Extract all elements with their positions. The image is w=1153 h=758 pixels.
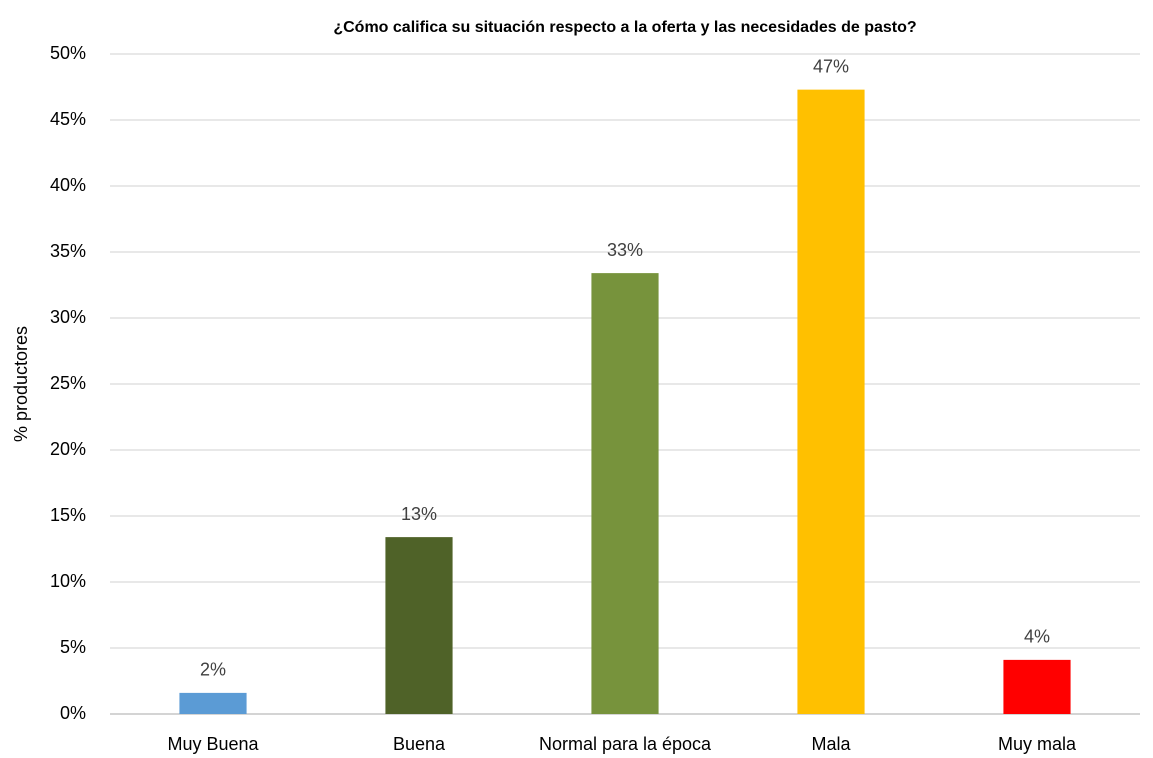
- value-label: 13%: [401, 504, 437, 524]
- bar: [385, 537, 453, 714]
- y-tick-label: 10%: [50, 571, 86, 591]
- value-label: 33%: [607, 240, 643, 260]
- x-tick-label: Mala: [811, 734, 851, 754]
- x-tick-label: Buena: [393, 734, 446, 754]
- y-tick-label: 40%: [50, 175, 86, 195]
- y-tick-label: 50%: [50, 43, 86, 63]
- y-tick-label: 20%: [50, 439, 86, 459]
- value-label: 47%: [813, 56, 849, 76]
- bar: [797, 89, 865, 714]
- y-tick-label: 45%: [50, 109, 86, 129]
- y-tick-label: 5%: [60, 637, 86, 657]
- y-tick-label: 35%: [50, 241, 86, 261]
- y-tick-label: 30%: [50, 307, 86, 327]
- y-tick-label: 15%: [50, 505, 86, 525]
- y-tick-label: 0%: [60, 703, 86, 723]
- bar: [1003, 659, 1071, 714]
- value-label: 4%: [1024, 627, 1050, 647]
- x-tick-label: Muy mala: [998, 734, 1077, 754]
- bar: [179, 692, 247, 714]
- value-label: 2%: [200, 660, 226, 680]
- chart-title: ¿Cómo califica su situación respecto a l…: [333, 19, 916, 36]
- bar: [591, 273, 659, 714]
- x-tick-label: Muy Buena: [167, 734, 259, 754]
- x-tick-label: Normal para la época: [539, 734, 712, 754]
- y-tick-label: 25%: [50, 373, 86, 393]
- y-axis-label: % productores: [11, 326, 31, 442]
